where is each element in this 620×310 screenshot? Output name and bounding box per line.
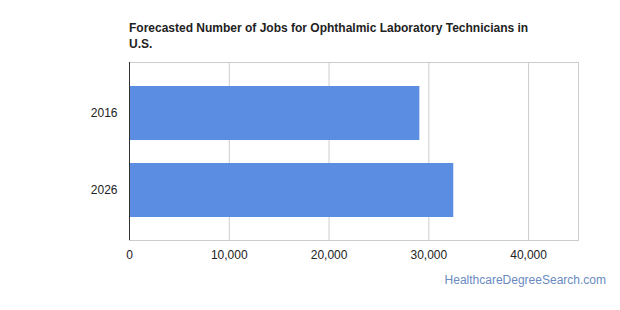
svg-text:2016: 2016 [91, 106, 118, 120]
svg-text:20,000: 20,000 [311, 248, 348, 262]
html-text:Forecasted Number of Jobs for: Forecasted Number of Jobs for Ophthalmic… [129, 21, 529, 51]
html-text:HealthcareDegreeSearch.com: HealthcareDegreeSearch.com [444, 273, 606, 287]
svg-text:10,000: 10,000 [211, 248, 248, 262]
svg-text:40,000: 40,000 [510, 248, 547, 262]
svg-text:30,000: 30,000 [410, 248, 447, 262]
svg-text:0: 0 [126, 248, 133, 262]
svg-text:2026: 2026 [91, 183, 118, 197]
